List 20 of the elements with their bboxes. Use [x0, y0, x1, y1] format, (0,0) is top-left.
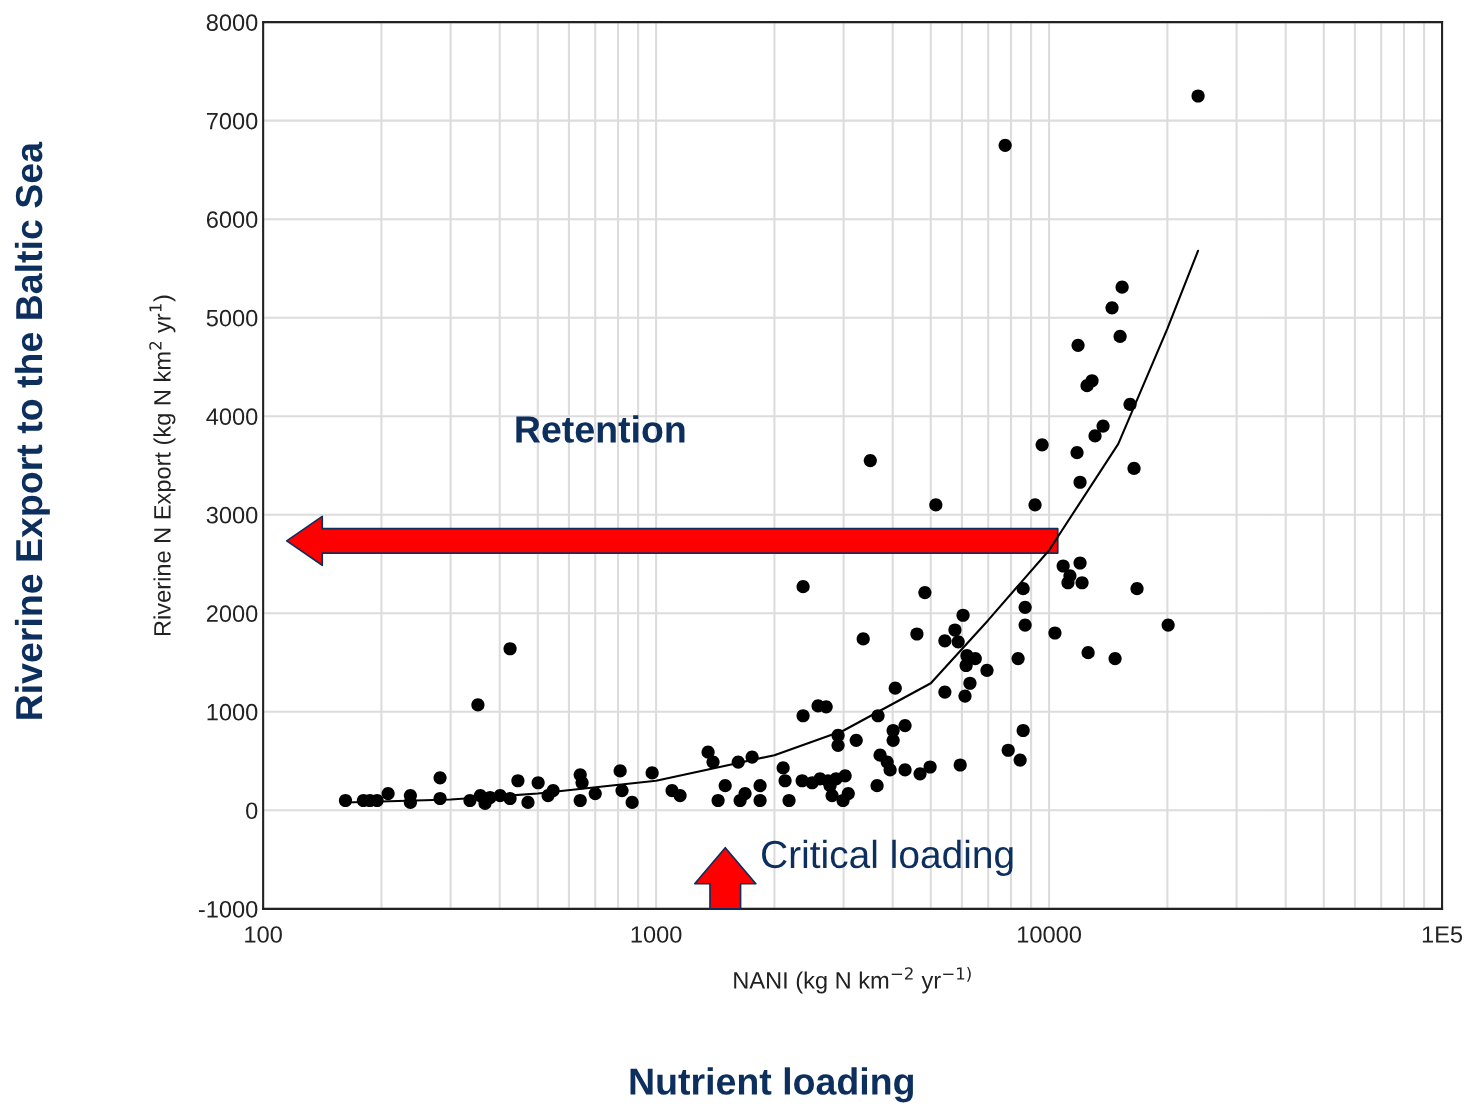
y-axis-title: Riverine N Export (kg N km$^{2}$ yr$^{1}$): [149, 295, 176, 636]
text: Nutrient loading: [630, 1067, 913, 1103]
y-tick-label: 4000: [206, 408, 258, 426]
y-tick-label: -1000: [198, 900, 258, 918]
x-tick-label: 10000: [1018, 926, 1081, 943]
y-tick-label: 3000: [206, 506, 258, 524]
y-tick-label: 7000: [206, 112, 258, 130]
annotation: Retention: [516, 415, 685, 443]
y-tick-label: 0: [246, 802, 258, 820]
x-axis-title: NANI (kg N km$^{−2}$ yr$^{−1)}$: [734, 966, 971, 994]
text: Riverine Export to the Baltic Sea: [14, 141, 50, 719]
y-tick-label: 2000: [206, 605, 258, 623]
annotation: Critical loading: [762, 839, 1013, 876]
x-tick-label: 1000: [631, 926, 682, 943]
x-tick-label: 100: [245, 926, 282, 943]
y-tick-label: 1000: [207, 703, 258, 721]
y-tick-label: 8000: [206, 14, 258, 31]
x-tick-label: 1E5: [1422, 926, 1463, 943]
y-tick-label: 6000: [206, 211, 258, 228]
y-tick-label: 5000: [206, 309, 258, 327]
